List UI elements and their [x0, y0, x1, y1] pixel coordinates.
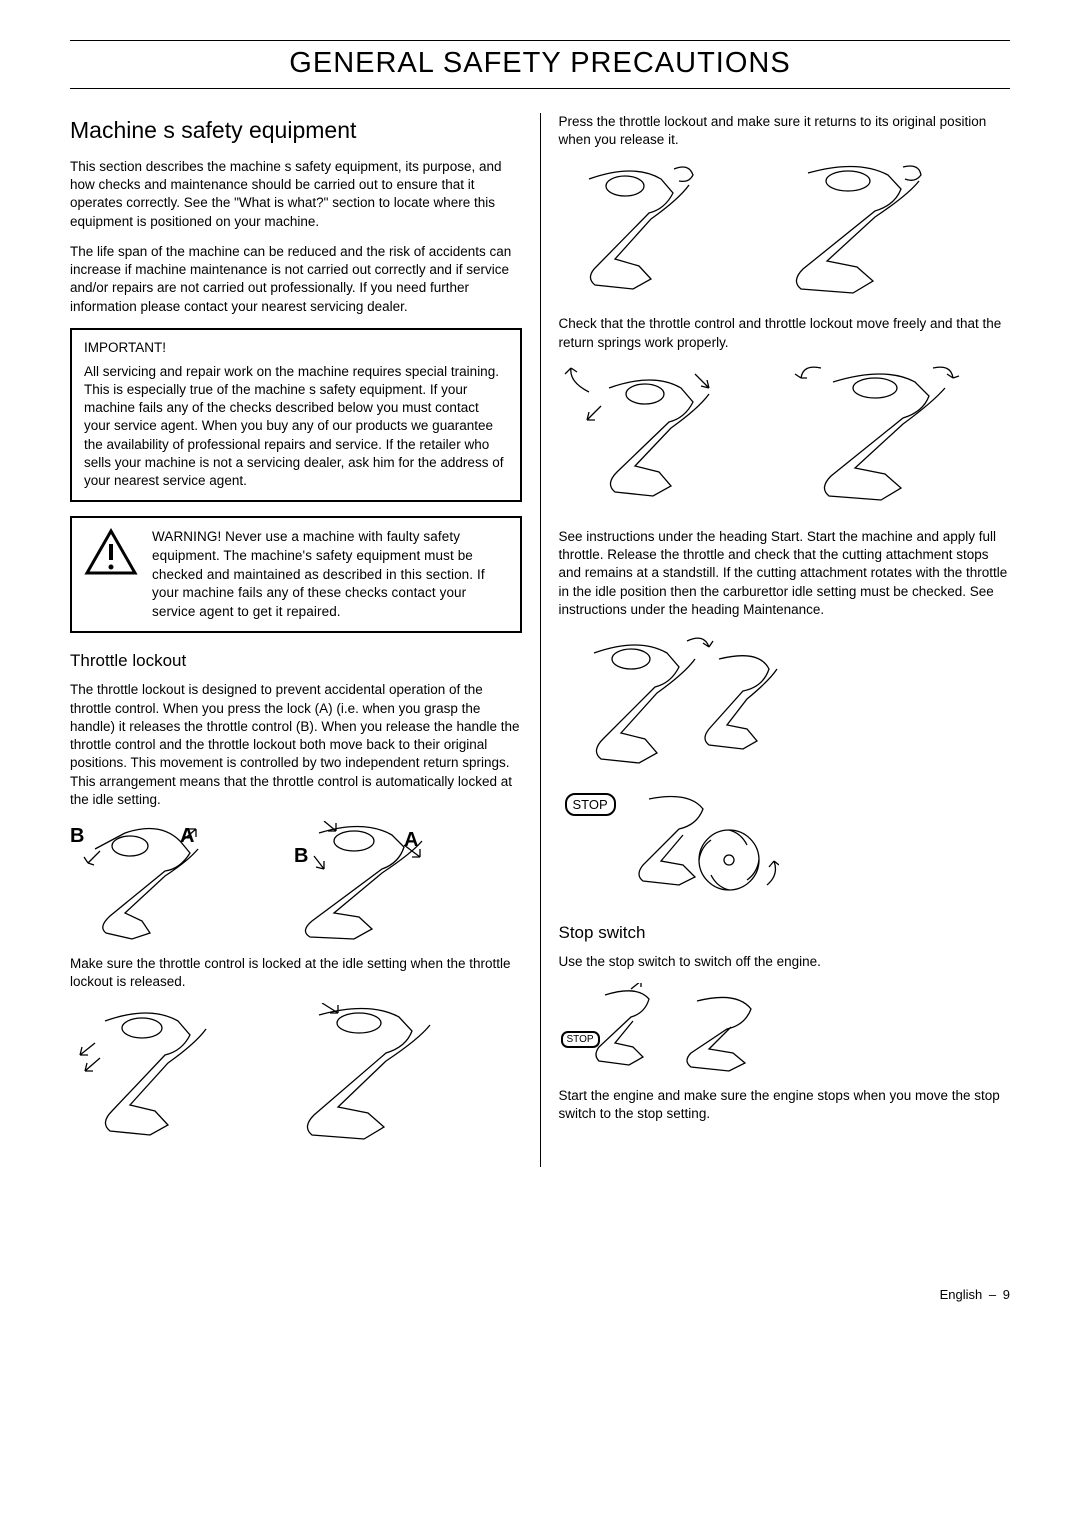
diagram-press-1 — [559, 161, 729, 301]
label-a: A — [180, 825, 194, 848]
diagram-stop-blade: STOP — [559, 785, 779, 905]
intro-paragraph-2: The life span of the machine can be redu… — [70, 243, 522, 316]
stop-paragraph-1: Use the stop switch to switch off the en… — [559, 953, 1011, 971]
label-b: B — [70, 825, 84, 848]
diagram-stop-switch-row: STOP — [559, 983, 1011, 1073]
warning-text: WARNING! Never use a machine with faulty… — [152, 528, 508, 621]
important-text: All servicing and repair work on the mac… — [84, 363, 508, 491]
warning-triangle-icon — [84, 528, 138, 576]
right-paragraph-3: See instructions under the heading Start… — [559, 528, 1011, 619]
diagram-press-row — [559, 161, 1011, 301]
warning-box: WARNING! Never use a machine with faulty… — [70, 516, 522, 633]
diagram-handle-ab-1: B A — [70, 821, 240, 941]
diagram-freely-2 — [773, 364, 973, 514]
diagram-stop-switch: STOP — [559, 983, 779, 1073]
diagram-freely-row — [559, 364, 1011, 514]
diagram-start-column: STOP — [559, 631, 1011, 905]
subheading-stop-switch: Stop switch — [559, 923, 1011, 943]
diagram-handle-ab-2: B A — [264, 821, 454, 941]
diagram-idle-1 — [70, 1003, 240, 1153]
diagram-press-2 — [753, 161, 943, 301]
stop-badge-small: STOP — [561, 1031, 600, 1048]
footer-language: English — [940, 1287, 983, 1302]
diagram-idle-2 — [264, 1003, 454, 1153]
important-box: IMPORTANT! All servicing and repair work… — [70, 328, 522, 503]
diagram-ab-row: B A B A — [70, 821, 522, 941]
section-heading-machine-safety: Machine s safety equipment — [70, 117, 522, 144]
right-paragraph-1: Press the throttle lockout and make sure… — [559, 113, 1011, 149]
throttle-paragraph-2: Make sure the throttle control is locked… — [70, 955, 522, 991]
left-column: Machine s safety equipment This section … — [70, 113, 541, 1167]
intro-paragraph-1: This section describes the machine s saf… — [70, 158, 522, 231]
page-footer: English – 9 — [70, 1287, 1010, 1302]
diagram-start-1 — [559, 631, 779, 781]
diagram-freely-1 — [559, 364, 749, 514]
footer-dash: – — [989, 1287, 996, 1302]
right-paragraph-2: Check that the throttle control and thro… — [559, 315, 1011, 351]
footer-page-number: 9 — [1003, 1287, 1010, 1302]
important-label: IMPORTANT! — [84, 340, 508, 355]
stop-badge: STOP — [565, 793, 616, 816]
label-a-2: A — [404, 829, 418, 852]
subheading-throttle-lockout: Throttle lockout — [70, 651, 522, 671]
diagram-idle-row — [70, 1003, 522, 1153]
content-columns: Machine s safety equipment This section … — [70, 113, 1010, 1167]
right-column: Press the throttle lockout and make sure… — [541, 113, 1011, 1167]
stop-paragraph-2: Start the engine and make sure the engin… — [559, 1087, 1011, 1123]
label-b-2: B — [294, 845, 308, 868]
throttle-paragraph-1: The throttle lockout is designed to prev… — [70, 681, 522, 809]
page-title: GENERAL SAFETY PRECAUTIONS — [70, 40, 1010, 89]
